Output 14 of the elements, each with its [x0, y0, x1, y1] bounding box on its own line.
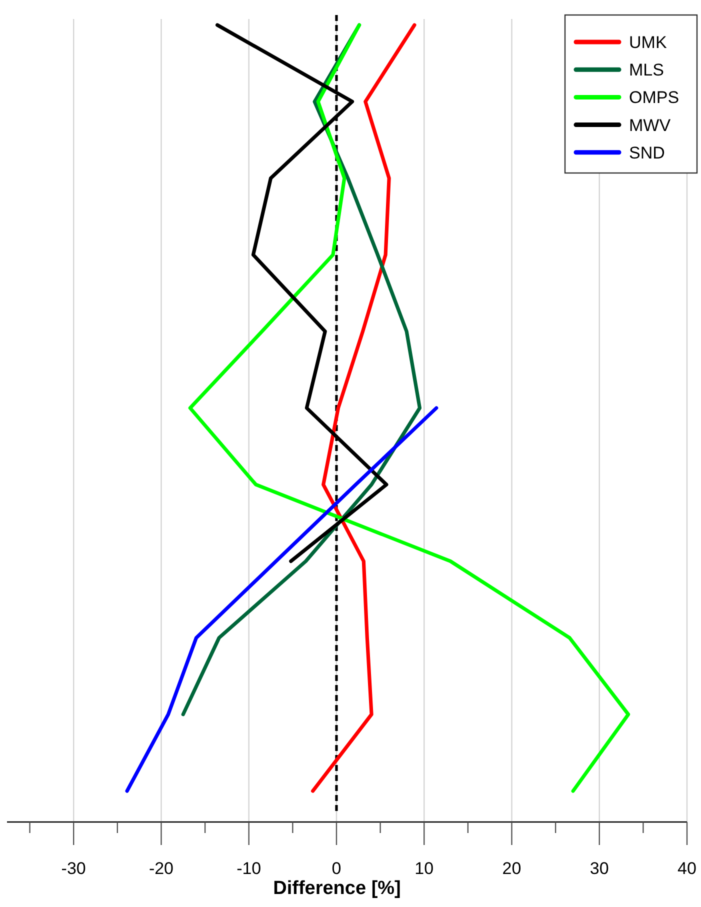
x-tick-label: 30: [590, 859, 609, 878]
legend-label: MLS: [629, 60, 664, 80]
legend-label: OMPS: [629, 88, 680, 108]
legend-label: UMK: [629, 33, 668, 52]
legend-label: SND: [629, 143, 665, 162]
x-tick-label: 20: [502, 859, 522, 878]
x-tick-label: 10: [414, 859, 434, 878]
x-tick-label: 0: [332, 859, 342, 878]
x-tick-label: -20: [148, 859, 174, 878]
legend-label: MWV: [629, 116, 672, 135]
x-tick-label: -10: [236, 859, 262, 878]
x-tick-label: 40: [678, 859, 696, 878]
x-axis-title: Difference [%]: [273, 878, 401, 899]
x-tick-label: -30: [61, 859, 86, 878]
